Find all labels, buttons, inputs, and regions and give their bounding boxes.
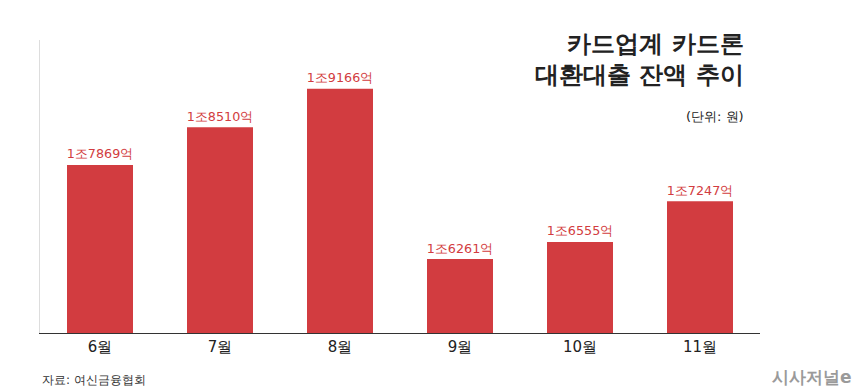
svg-text:1조9166억: 1조9166억 [307,70,373,85]
svg-text:(단위: 원): (단위: 원) [686,109,744,124]
svg-text:1조8510억: 1조8510억 [187,109,253,124]
svg-text:7월: 7월 [208,338,233,356]
svg-text:카드업계 카드론대환대출 잔액 추이: 카드업계 카드론대환대출 잔액 추이 [535,30,744,89]
svg-text:1조6555억: 1조6555억 [547,223,613,238]
svg-text:6월: 6월 [88,338,113,356]
svg-text:10월: 10월 [563,338,597,356]
svg-text:시사저널e: 시사저널e [772,367,852,387]
svg-text:8월: 8월 [328,338,353,356]
svg-text:1조6261억: 1조6261억 [427,241,493,256]
svg-text:1조7869억: 1조7869억 [67,146,133,161]
svg-text:9월: 9월 [448,338,473,356]
svg-text:1조7247억: 1조7247억 [667,183,733,198]
svg-text:자료: 여신금융협회: 자료: 여신금융협회 [42,373,146,387]
svg-text:11월: 11월 [683,338,717,356]
